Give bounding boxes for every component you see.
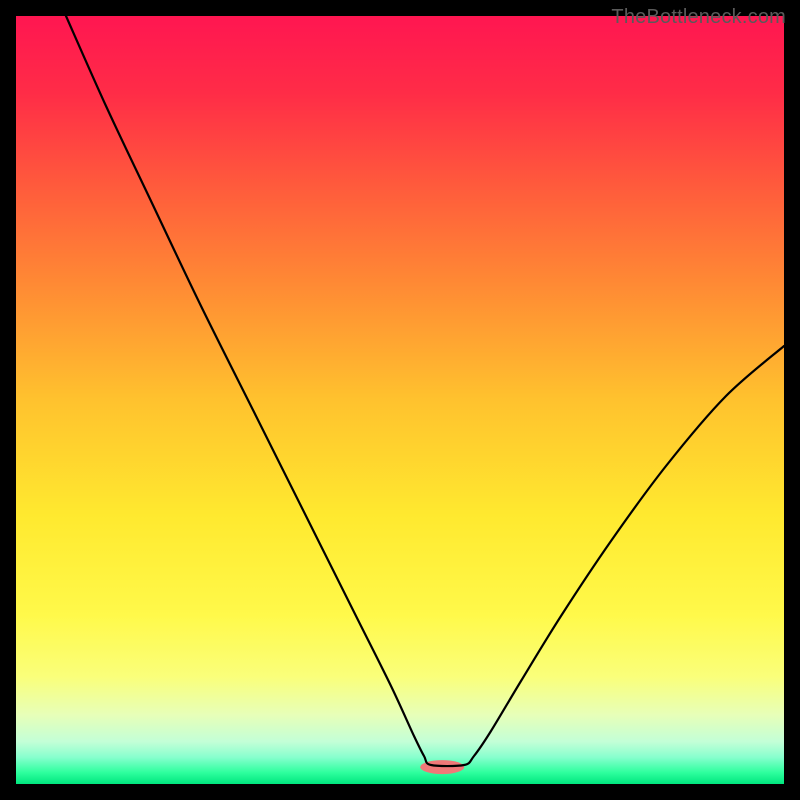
- chart-background: [16, 16, 784, 784]
- bottleneck-chart: [16, 16, 784, 784]
- chart-svg: [16, 16, 784, 784]
- watermark-text: TheBottleneck.com: [611, 6, 786, 29]
